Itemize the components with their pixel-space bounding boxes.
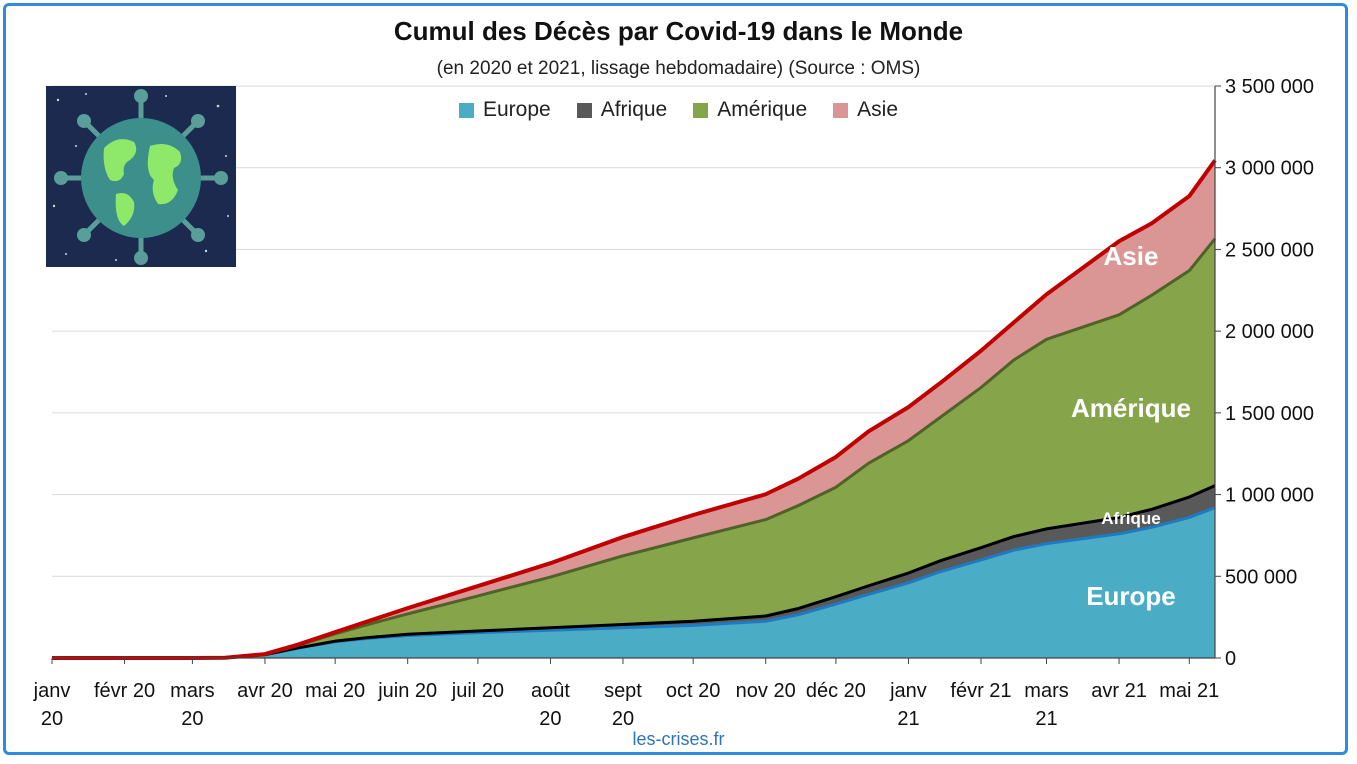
x-tick-label: févr 21: [950, 680, 1011, 702]
legend-label-europe: Europe: [482, 98, 551, 121]
legend-item-amerique: Amérique: [693, 98, 807, 122]
x-tick-label-line: août: [531, 680, 570, 702]
legend-label-afrique: Afrique: [600, 98, 668, 121]
y-tick-label: 1 000 000: [1225, 485, 1314, 507]
x-tick-label-line: sept: [604, 680, 642, 702]
x-tick-label: mai 21: [1159, 680, 1219, 702]
annotation-asie: Asie: [1104, 241, 1159, 271]
x-tick-label: janv 20: [33, 680, 71, 730]
line-asie: [52, 159, 1217, 660]
annotation-afrique: Afrique: [1101, 509, 1161, 528]
chart-title: Cumul des Décès par Covid-19 dans le Mon…: [393, 16, 964, 46]
x-tick-label-line: juin 20: [377, 680, 437, 702]
legend-item-asie: Asie: [833, 98, 898, 122]
x-tick-label: mai 20: [305, 680, 365, 702]
annotation-europe: Europe: [1086, 581, 1176, 611]
x-tick-label-line: 20: [539, 708, 561, 730]
legend-label-asie: Asie: [857, 98, 898, 121]
x-tick-label: sept 20: [604, 680, 642, 730]
x-tick-label-line: nov 20: [736, 680, 796, 702]
axes: [51, 85, 1221, 664]
y-tick-labels: 0 500 000 1 000 000 1 500 000 2 000 000 2 500…: [1225, 76, 1314, 670]
x-tick-label-line: mars: [1024, 680, 1068, 702]
area-layers: [52, 160, 1215, 659]
x-tick-label-line: mars: [170, 680, 214, 702]
legend-item-afrique: Afrique: [576, 98, 668, 122]
x-tick-label-line: 20: [612, 708, 634, 730]
x-tick-label: juin 20: [377, 680, 437, 702]
area-europe: [52, 507, 1215, 658]
x-tick-label: janv 21: [889, 680, 927, 730]
x-tick-label-line: avr 20: [237, 680, 293, 702]
x-tick-label: juil 20: [451, 680, 504, 702]
x-tick-label-line: avr 21: [1091, 680, 1147, 702]
x-tick-label: août 20: [531, 680, 570, 730]
x-tick-label: oct 20: [666, 680, 720, 702]
legend-swatch-amerique: [693, 102, 709, 118]
x-tick-label-line: janv: [889, 680, 927, 702]
chart-subtitle: (en 2020 et 2021, lissage hebdomadaire) …: [436, 58, 921, 79]
legend-swatch-asie: [833, 102, 849, 118]
x-tick-label-line: 20: [41, 708, 63, 730]
series-lines: [52, 159, 1217, 660]
x-tick-label-line: févr 20: [94, 680, 155, 702]
x-tick-label: déc 20: [806, 680, 866, 702]
y-tick-label: 500 000: [1225, 566, 1297, 588]
x-tick-label: avr 21: [1091, 680, 1147, 702]
x-tick-label: févr 20: [94, 680, 155, 702]
x-tick-label-line: 21: [1035, 708, 1057, 730]
y-tick-label: 2 500 000: [1225, 239, 1314, 261]
x-tick-label: avr 20: [237, 680, 293, 702]
x-tick-label: mars 21: [1024, 680, 1068, 730]
x-tick-label: nov 20: [736, 680, 796, 702]
y-tick-label: 2 000 000: [1225, 321, 1314, 343]
x-tick-label-line: oct 20: [666, 680, 720, 702]
annotation-amerique: Amérique: [1071, 393, 1191, 423]
y-tick-label: 3 500 000: [1225, 76, 1314, 98]
x-tick-label-line: déc 20: [806, 680, 866, 702]
legend-label-amerique: Amérique: [717, 98, 808, 121]
x-tick-label-line: mai 21: [1159, 680, 1219, 702]
legend-swatch-afrique: [576, 102, 592, 118]
chart-legend: Europe Afrique Amérique Asie: [0, 98, 1357, 122]
area-amerique: [52, 238, 1215, 658]
x-tick-label-line: févr 21: [950, 680, 1011, 702]
legend-item-europe: Europe: [458, 98, 551, 122]
legend-swatch-europe: [458, 102, 474, 118]
annotations: Asie Amérique Afrique Europe: [1071, 241, 1191, 611]
covid-earth-globe-icon: [46, 86, 236, 267]
y-tick-label: 0: [1225, 648, 1236, 670]
y-tick-label: 1 500 000: [1225, 403, 1314, 425]
x-tick-label-line: 21: [897, 708, 919, 730]
x-tick-label: mars 20: [170, 680, 214, 730]
x-tick-labels: janv 20 févr 20 mars 20 avr 20 mai 20 juin 20 ju…: [33, 680, 1220, 730]
y-tick-label: 3 000 000: [1225, 158, 1314, 180]
x-tick-label-line: juil 20: [451, 680, 504, 702]
source-label: les-crises.fr: [632, 729, 725, 749]
x-tick-label-line: mai 20: [305, 680, 365, 702]
x-tick-label-line: 20: [181, 708, 203, 730]
x-tick-label-line: janv: [33, 680, 71, 702]
chart-frame: [3, 3, 1348, 755]
